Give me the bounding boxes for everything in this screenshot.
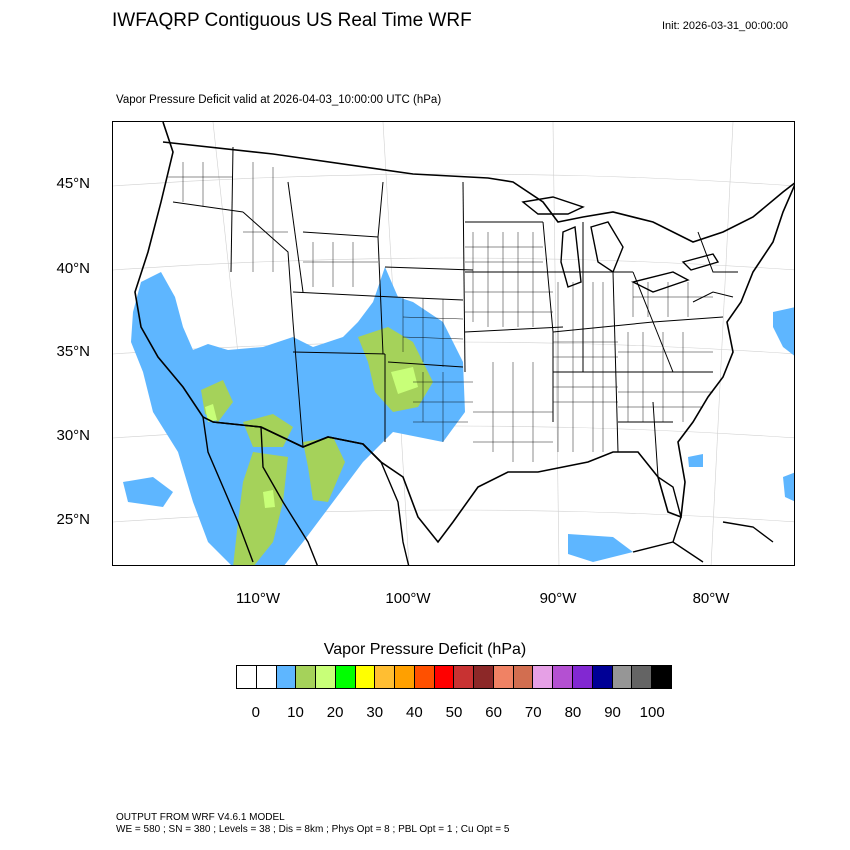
colorbar-swatch bbox=[612, 666, 633, 688]
colorbar-tick-label: 70 bbox=[524, 704, 542, 721]
init-time-label: Init: 2026-03-31_00:00:00 bbox=[662, 20, 788, 32]
lon-label-100w: 100°W bbox=[385, 590, 431, 607]
colorbar-tick-label: 90 bbox=[604, 704, 621, 721]
lat-label-30: 30°N bbox=[56, 427, 90, 444]
state-lines bbox=[172, 146, 738, 478]
vpd-fill-lightgreen bbox=[205, 367, 418, 508]
colorbar-swatch bbox=[454, 666, 475, 688]
lat-label-25: 25°N bbox=[56, 511, 90, 528]
colorbar-tick-label: 40 bbox=[406, 704, 423, 721]
lat-label-45: 45°N bbox=[56, 175, 90, 192]
colorbar-tick-label: 30 bbox=[366, 704, 384, 721]
model-info-line1: OUTPUT FROM WRF V4.6.1 MODEL bbox=[116, 812, 285, 823]
lon-label-90w: 90°W bbox=[539, 590, 577, 607]
colorbar bbox=[236, 665, 672, 689]
colorbar-swatch bbox=[256, 666, 277, 688]
colorbar-swatch bbox=[335, 666, 356, 688]
page-title: IWFAQRP Contiguous US Real Time WRF bbox=[112, 10, 472, 31]
colorbar-tick-label: 80 bbox=[564, 704, 582, 721]
map-canvas bbox=[113, 122, 794, 565]
colorbar-tick-label: 100 bbox=[639, 704, 665, 721]
colorbar-title: Vapor Pressure Deficit (hPa) bbox=[323, 641, 527, 658]
colorbar-swatch bbox=[276, 666, 297, 688]
colorbar-swatch bbox=[573, 666, 593, 688]
lon-label-110w: 110°W bbox=[235, 590, 281, 607]
colorbar-swatch bbox=[474, 666, 494, 688]
political-boundaries bbox=[134, 122, 794, 565]
lat-label-40: 40°N bbox=[56, 260, 90, 277]
colorbar-swatch bbox=[316, 666, 336, 688]
colorbar-swatch bbox=[652, 666, 671, 688]
colorbar-swatch bbox=[592, 666, 613, 688]
colorbar-swatch bbox=[513, 666, 534, 688]
colorbar-swatch bbox=[355, 666, 376, 688]
plot-subtitle: Vapor Pressure Deficit valid at 2026-04-… bbox=[116, 94, 442, 106]
colorbar-swatch bbox=[296, 666, 317, 688]
colorbar-swatch bbox=[493, 666, 514, 688]
colorbar-tick-label: 50 bbox=[445, 704, 463, 721]
vpd-fill-blue bbox=[123, 267, 794, 565]
colorbar-tick-label: 20 bbox=[326, 704, 344, 721]
colorbar-tick-label: 10 bbox=[287, 704, 304, 721]
colorbar-swatch bbox=[632, 666, 653, 688]
colorbar-swatch bbox=[533, 666, 554, 688]
colorbar-swatch bbox=[375, 666, 396, 688]
colorbar-swatch bbox=[553, 666, 574, 688]
lat-label-35: 35°N bbox=[56, 343, 90, 360]
colorbar-swatch bbox=[395, 666, 415, 688]
colorbar-tick-label: 0 bbox=[251, 704, 260, 721]
colorbar-swatch bbox=[237, 666, 257, 688]
colorbar-swatch bbox=[434, 666, 455, 688]
county-lines bbox=[168, 162, 713, 462]
lon-label-80w: 80°W bbox=[692, 590, 730, 607]
colorbar-swatch bbox=[414, 666, 435, 688]
map-panel bbox=[112, 121, 795, 566]
colorbar-tick-label: 60 bbox=[485, 704, 502, 721]
model-info-line2: WE = 580 ; SN = 380 ; Levels = 38 ; Dis … bbox=[116, 824, 510, 835]
